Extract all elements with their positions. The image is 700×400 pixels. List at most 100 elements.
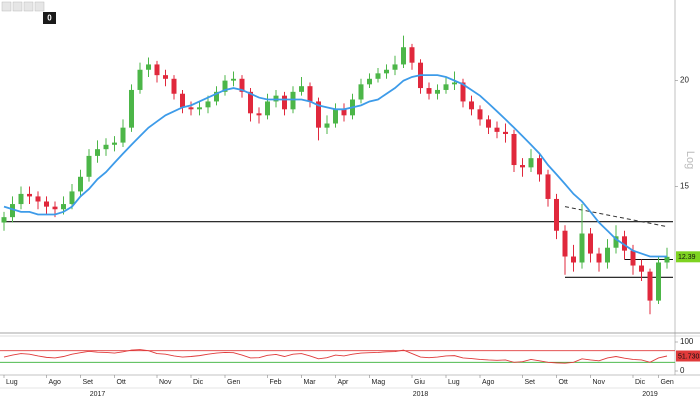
candle-body (316, 101, 321, 128)
candle-body (528, 158, 534, 168)
x-tick-label: Lug (448, 379, 460, 386)
candle-body (622, 236, 627, 251)
candle-body (460, 82, 466, 102)
candle-body (10, 204, 15, 218)
scale-label: Log (684, 151, 696, 169)
candle-body (61, 204, 66, 210)
x-tick-label: Ott (117, 379, 126, 386)
value-tag (676, 251, 700, 263)
candle-body (265, 101, 270, 116)
y-tick-label: 15 (680, 182, 689, 191)
candle-body (112, 142, 117, 145)
year-label: 2017 (90, 391, 106, 398)
candle-body (579, 233, 585, 263)
tool-button[interactable] (12, 1, 23, 12)
candle-body (307, 86, 313, 102)
candle-body (1, 217, 7, 223)
candle-body (409, 47, 415, 63)
candle-body (333, 109, 338, 124)
badge: 0 (47, 14, 52, 23)
candle-body (18, 193, 24, 205)
candle-body (630, 250, 636, 266)
candle-body (656, 262, 661, 301)
candle-body (511, 133, 517, 166)
candle-body (494, 127, 500, 132)
candle-body (95, 149, 100, 156)
x-tick-label: Set (525, 379, 536, 386)
candle-body (664, 256, 670, 263)
x-tick-label: Set (83, 379, 94, 386)
candle-body (605, 247, 610, 263)
candle-body (613, 236, 619, 248)
candle-body (435, 89, 440, 94)
candle-body (384, 69, 389, 74)
x-tick-label: Ago (49, 379, 62, 386)
candle-body (290, 91, 296, 110)
candle-body (375, 73, 381, 79)
candle-body (571, 256, 576, 263)
x-tick-label: Nov (159, 379, 172, 386)
value-tag (676, 350, 700, 362)
y-tick-label: 0 (680, 366, 685, 375)
candle-body (392, 64, 398, 70)
candle-body (596, 253, 602, 263)
x-tick-label: Mar (304, 379, 317, 386)
tool-button[interactable] (34, 1, 45, 12)
candle-body (120, 127, 126, 143)
candle-body (647, 271, 653, 301)
candle-body (588, 233, 593, 254)
candle-body (248, 91, 253, 114)
tool-button[interactable] (1, 1, 12, 12)
x-tick-label: Lug (6, 379, 18, 386)
candle-body (545, 174, 551, 199)
x-tick-label: Mag (372, 379, 386, 386)
candle-body (639, 265, 644, 272)
candle-body (44, 201, 49, 207)
x-tick-label: Feb (270, 379, 282, 386)
candle-body (35, 196, 41, 202)
candle-body (103, 144, 109, 150)
candle-body (273, 95, 279, 102)
candle-body (452, 82, 457, 85)
x-tick-label: Dic (193, 379, 204, 386)
candle-body (239, 78, 245, 92)
candle-body (554, 198, 559, 231)
candle-body (205, 101, 211, 108)
rsi-line (3, 349, 668, 364)
candle-body (69, 191, 75, 205)
candle-body (367, 78, 372, 85)
candle-body (299, 86, 304, 92)
y-tick-label: 100 (680, 337, 694, 346)
candle-body (222, 80, 228, 92)
candle-body (520, 165, 525, 168)
x-tick-label: Ott (559, 379, 568, 386)
x-tick-label: Gen (661, 379, 674, 386)
toolbar: 0 (1, 1, 56, 24)
candle-body (477, 109, 483, 120)
candle-body (443, 84, 449, 90)
candle-body (197, 107, 202, 110)
tool-button[interactable] (23, 1, 34, 12)
candle-body (401, 47, 406, 65)
candle-body (486, 119, 491, 128)
candle-body (180, 93, 185, 108)
candle-body (282, 95, 287, 110)
year-label: 2018 (413, 391, 429, 398)
candle-body (27, 193, 32, 197)
candle-body (256, 113, 262, 116)
candle-body (503, 131, 508, 134)
badge-box (43, 12, 56, 24)
candle-body (78, 176, 83, 192)
value-tag-label: 12.39 (678, 254, 696, 261)
candle-body (171, 78, 177, 94)
candle-body (52, 206, 58, 210)
candle-body (154, 64, 160, 76)
candle-body (324, 123, 330, 128)
candle-body (214, 91, 219, 102)
moving-average (3, 74, 667, 258)
x-tick-label: Nov (593, 379, 606, 386)
x-tick-label: Gen (227, 379, 240, 386)
candle-body (426, 88, 432, 94)
candle-body (537, 158, 542, 175)
